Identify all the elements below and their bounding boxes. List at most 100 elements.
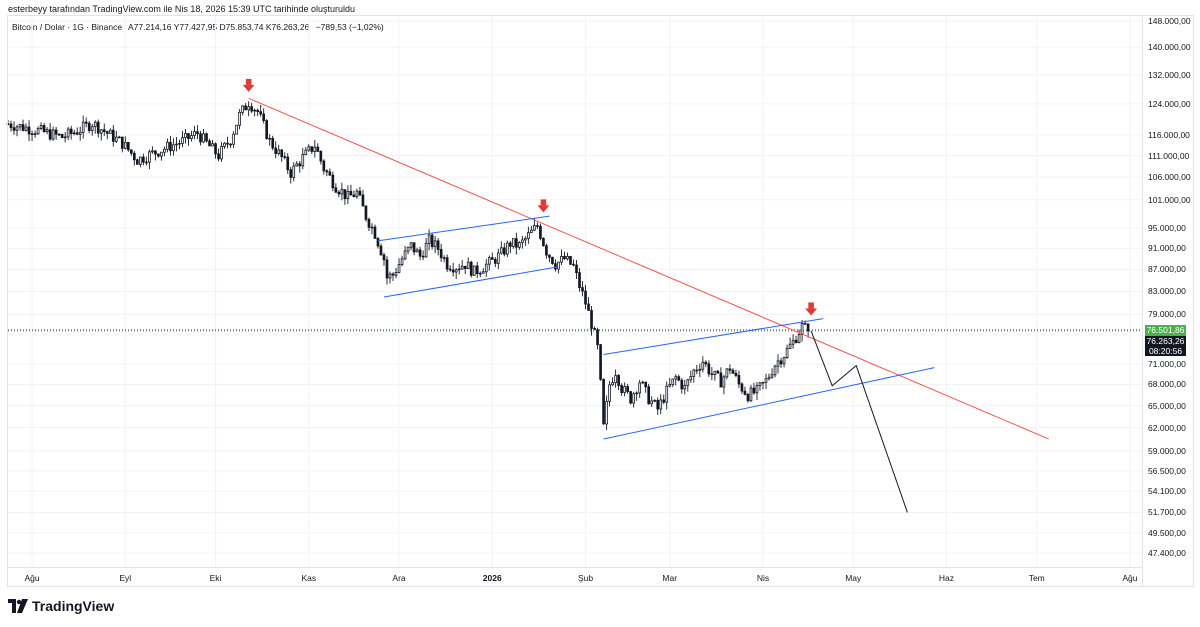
price-tick-label: 106.000,00: [1148, 172, 1191, 183]
candle-body: [665, 385, 669, 403]
candle-body: [758, 382, 762, 386]
candle-body: [262, 113, 266, 122]
candle-body: [15, 126, 19, 131]
candle-body: [367, 218, 371, 228]
candle-body: [57, 133, 61, 136]
candle-body: [199, 133, 202, 143]
candle-body: [400, 258, 404, 265]
candle-body: [166, 141, 169, 150]
candle-body: [172, 144, 175, 152]
candle-body: [196, 131, 199, 135]
candle-body: [403, 250, 407, 260]
symbol-legend[interactable]: Bitcoin / Dolar · 1G · Binance A77.214,1…: [12, 22, 384, 32]
candle-body: [126, 141, 130, 151]
candle-body: [776, 360, 780, 367]
candle-body: [731, 369, 735, 374]
candle-body: [545, 245, 548, 256]
candle-body: [548, 254, 551, 258]
candle-body: [584, 290, 587, 305]
candle-body: [175, 143, 178, 146]
candle-body: [472, 265, 476, 276]
candle-body: [764, 378, 768, 383]
candle-body: [307, 146, 311, 151]
time-tick-label: Ara: [392, 573, 406, 583]
candle-body: [36, 128, 40, 135]
candle-body: [111, 129, 115, 142]
time-tick-label: Kas: [301, 573, 317, 583]
candle-body: [382, 254, 386, 261]
down-arrow-head: [242, 84, 255, 92]
candle-body: [629, 391, 632, 404]
candle-body: [241, 105, 244, 113]
candle-body: [18, 124, 22, 128]
candle-body: [797, 334, 801, 343]
down-arrow-shaft: [540, 199, 547, 206]
candle-body: [572, 263, 575, 266]
candle-body: [677, 376, 681, 381]
candle-body: [235, 124, 238, 135]
symbol-name[interactable]: Bitcoin / Dolar · 1G · Binance: [12, 22, 123, 32]
candle-body: [743, 390, 747, 395]
candle-body: [226, 142, 229, 145]
candle-body: [117, 136, 121, 139]
candle-body: [388, 273, 392, 279]
candle-body: [499, 247, 503, 254]
candle-body: [463, 265, 467, 269]
candle-body: [542, 238, 545, 247]
candle-body: [557, 261, 560, 270]
time-tick-label: Ağu: [24, 573, 40, 583]
candle-body: [373, 226, 377, 239]
candle-body: [244, 105, 247, 111]
descending-trendline: [248, 97, 1049, 440]
candle-body: [518, 242, 521, 248]
candle-body: [707, 363, 711, 375]
candle-body: [439, 249, 443, 259]
candle-body: [551, 256, 554, 265]
candle-body: [782, 357, 786, 365]
candle-body: [48, 129, 52, 140]
candle-body: [626, 386, 629, 393]
candle-body: [475, 265, 479, 275]
candle-body: [406, 246, 410, 252]
price-tick-label: 79.000,00: [1148, 309, 1186, 320]
candle-body: [596, 329, 599, 346]
candle-body: [229, 143, 232, 146]
time-tick-label: Haz: [938, 573, 955, 583]
candle-body: [72, 132, 76, 135]
down-arrow-marker: [537, 199, 550, 213]
candle-body: [469, 261, 473, 276]
candle-body: [569, 255, 572, 265]
candle-body: [490, 257, 494, 260]
candle-body: [635, 392, 638, 395]
candle-body: [605, 400, 608, 425]
candle-body: [24, 126, 28, 131]
candle-body: [310, 146, 314, 152]
candle-body: [358, 190, 362, 196]
candle-body: [487, 257, 491, 265]
candle-body: [695, 369, 699, 372]
candle-body: [238, 111, 241, 126]
candle-body: [791, 339, 795, 345]
candle-body: [157, 153, 160, 157]
candle-body: [54, 129, 58, 135]
candle-body: [96, 121, 100, 134]
candle-body: [178, 142, 181, 145]
candle-body: [806, 323, 810, 332]
candle-body: [668, 384, 672, 387]
candle-body: [575, 264, 578, 274]
candle-body: [436, 240, 440, 250]
tradingview-logo[interactable]: TradingView: [8, 598, 114, 614]
channel-line: [377, 215, 550, 242]
candle-body: [680, 379, 684, 390]
price-tick-label: 140.000,00: [1148, 42, 1191, 53]
candle-body: [623, 386, 626, 394]
price-tick-label: 95.000,00: [1148, 223, 1186, 234]
down-arrow-marker: [242, 78, 255, 92]
price-tick-label: 91.000,00: [1148, 243, 1186, 254]
candle-body: [415, 249, 419, 253]
time-tick-label: Eki: [209, 573, 222, 583]
time-tick-label: May: [845, 573, 862, 583]
candle-body: [515, 238, 518, 248]
price-tick-label: 47.400,00: [1148, 547, 1186, 558]
